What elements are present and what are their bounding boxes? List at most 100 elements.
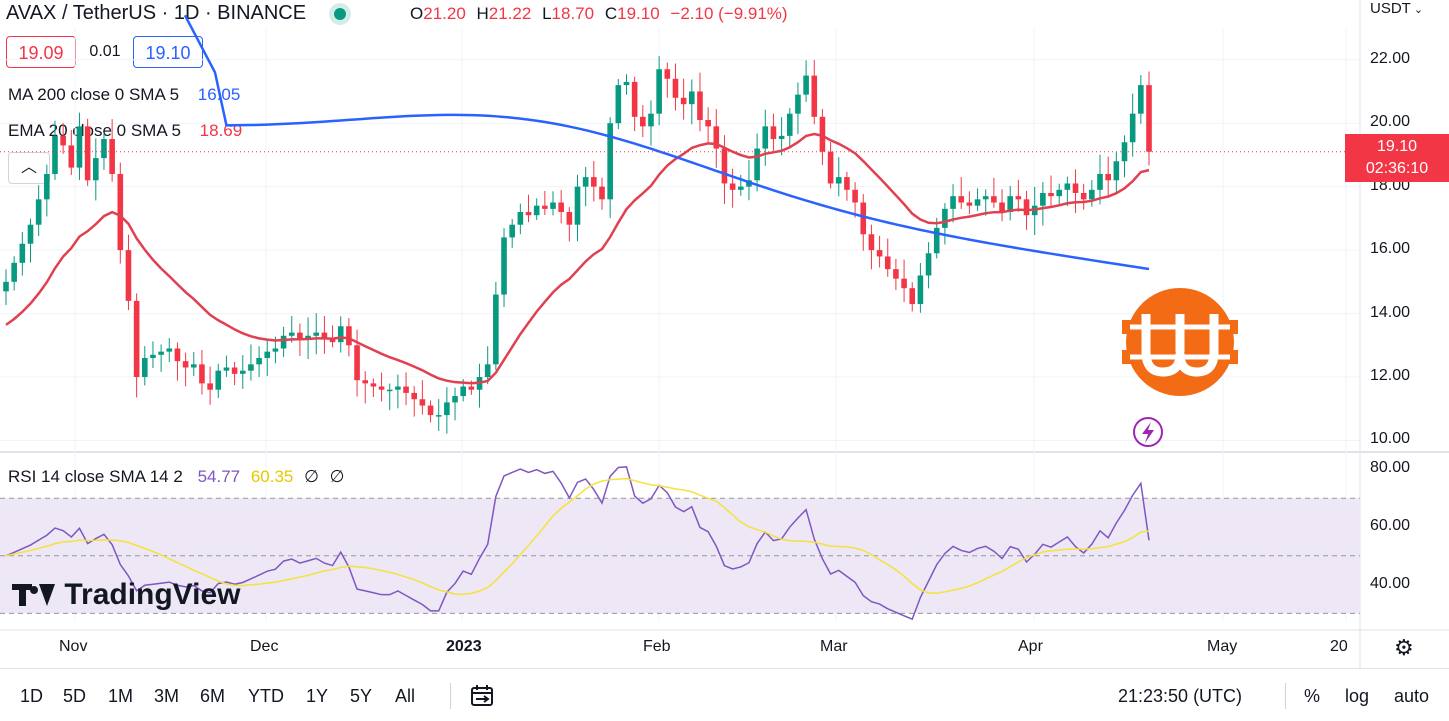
time-axis-label: Feb	[643, 638, 671, 655]
candle-body	[1031, 205, 1038, 216]
candle-body	[1113, 161, 1120, 181]
candle-body	[893, 269, 899, 279]
candle-body	[835, 177, 842, 184]
ohlc-readout: O21.20 H21.22 L18.70 C19.10 −2.10 (−9.91…	[410, 4, 794, 24]
gear-icon[interactable]: ⚙	[1394, 635, 1414, 660]
candle-body	[599, 186, 605, 200]
ema20-legend[interactable]: EMA 20 close 0 SMA 5 18.69	[8, 121, 242, 141]
candle-body	[672, 78, 679, 98]
buy-price: 19.10	[145, 43, 191, 63]
coin-logo-icon	[1122, 288, 1238, 396]
price-axis-label: 22.00	[1370, 49, 1411, 67]
candle-body	[648, 113, 654, 127]
rsi-axis-label: 40.00	[1370, 574, 1411, 592]
candle-body	[52, 135, 58, 174]
rsi-value: 54.77	[197, 467, 241, 486]
candle-body	[329, 338, 336, 343]
candle-body	[452, 396, 458, 403]
candle-body	[1023, 199, 1030, 216]
time-axis-label: 20	[1330, 638, 1348, 655]
price-axis-label: 12.00	[1370, 367, 1411, 385]
candle-body	[713, 126, 720, 149]
tradingview-brand: TradingView	[64, 578, 241, 611]
symbol-header[interactable]: AVAX / TetherUS · 1D · BINANCE	[6, 0, 370, 28]
candle-body	[484, 364, 491, 378]
candle-body	[1007, 196, 1014, 213]
candle-body	[656, 69, 662, 114]
candle-body	[297, 332, 303, 339]
candle-body	[166, 348, 173, 352]
spread-value: 0.01	[89, 43, 121, 60]
candle-body	[623, 81, 630, 86]
currency-selector[interactable]: USDT ⌄	[1370, 0, 1423, 17]
candle-body	[884, 256, 891, 270]
candle-body	[697, 91, 703, 121]
candle-body	[966, 202, 973, 206]
candle-body	[190, 364, 197, 368]
sell-button[interactable]: 19.09	[6, 36, 76, 68]
rsi-sma-value: 60.35	[250, 467, 294, 486]
timeframe-button-ytd[interactable]: YTD	[248, 686, 284, 706]
candle-body	[109, 139, 115, 174]
ema20-line	[5, 132, 1150, 385]
log-scale-toggle[interactable]: log	[1345, 686, 1370, 706]
symbol-title[interactable]: AVAX / TetherUS · 1D · BINANCE	[6, 2, 307, 24]
timeframe-button-1y[interactable]: 1Y	[306, 686, 329, 706]
candle-body	[1048, 192, 1054, 197]
candle-body	[991, 196, 997, 203]
tradingview-watermark: TradingView	[12, 578, 241, 612]
candle-body	[207, 383, 213, 390]
candle-body	[264, 351, 271, 358]
candle-body	[256, 357, 262, 365]
auto-scale-toggle[interactable]: auto	[1394, 686, 1430, 706]
candle-body	[574, 186, 581, 225]
candle-body	[680, 97, 687, 105]
candle-body	[248, 364, 254, 371]
timeframe-button-5y[interactable]: 5Y	[350, 686, 373, 706]
timeframe-button-1m[interactable]: 1M	[108, 686, 134, 706]
chevron-down-icon: ⌄	[1410, 4, 1424, 16]
candle-body	[746, 180, 752, 187]
candle-body	[795, 94, 801, 114]
ma200-legend[interactable]: MA 200 close 0 SMA 5 16.05	[8, 85, 240, 105]
candle-body	[35, 199, 42, 225]
candle-body	[1089, 189, 1095, 200]
candle-body	[729, 183, 736, 190]
candle-body	[509, 224, 515, 238]
percent-scale-toggle[interactable]: %	[1304, 686, 1321, 706]
candle-body	[362, 380, 369, 384]
candle-body	[942, 208, 948, 228]
ohlc-open-key: O	[410, 4, 424, 23]
timeframe-button-3m[interactable]: 3M	[154, 686, 180, 706]
date-range-icon[interactable]	[468, 683, 496, 715]
candle-body	[150, 354, 156, 358]
time-axis-label: May	[1207, 638, 1238, 655]
candle-body	[215, 370, 222, 390]
collapse-legend-button[interactable]: ︿	[8, 152, 50, 184]
timeframe-button-1d[interactable]: 1D	[20, 686, 44, 706]
currency-label: USDT	[1370, 0, 1411, 17]
candle-body	[737, 186, 744, 190]
candle-body	[3, 281, 9, 292]
candle-body	[239, 370, 246, 374]
candle-body	[199, 364, 205, 384]
candle-body	[1105, 173, 1111, 181]
ma200-line	[183, 14, 1150, 271]
candle-body	[386, 389, 393, 392]
candle-body	[19, 243, 26, 263]
candle-body	[754, 148, 760, 181]
market-status-icon	[333, 7, 346, 20]
candle-body	[999, 202, 1005, 213]
candle-body	[803, 75, 809, 95]
timeframe-button-6m[interactable]: 6M	[200, 686, 226, 706]
rsi-legend[interactable]: RSI 14 close SMA 14 2 54.77 60.35 ∅ ∅	[8, 467, 344, 487]
timeframe-button-5d[interactable]: 5D	[63, 686, 87, 706]
candle-body	[860, 202, 867, 235]
utc-clock[interactable]: 21:23:50 (UTC)	[1118, 686, 1243, 706]
candle-body	[1138, 85, 1144, 114]
last-price: 19.10	[1376, 138, 1418, 155]
buy-button[interactable]: 19.10	[133, 36, 203, 68]
timeframe-button-all[interactable]: All	[395, 686, 416, 706]
candle-body	[533, 205, 540, 216]
price-axis-label: 14.00	[1370, 303, 1411, 321]
